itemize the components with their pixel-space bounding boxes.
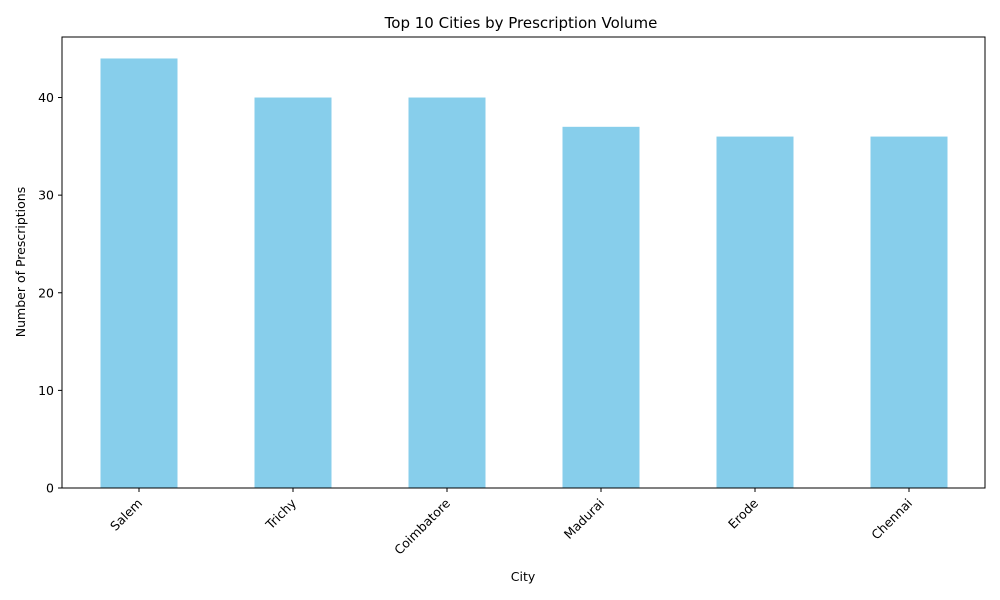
x-tick-label: Madurai [561, 496, 607, 542]
chart-title: Top 10 Cities by Prescription Volume [384, 14, 658, 32]
y-tick-label: 40 [38, 90, 54, 105]
bar-chennai [870, 136, 948, 489]
bar-erode [716, 136, 794, 489]
x-axis-ticks: Salem Trichy Coimbatore Madurai Erode Chennai [107, 488, 915, 558]
y-tick-label: 10 [38, 383, 54, 398]
x-tick-label: Trichy [262, 495, 300, 533]
bar-madurai [562, 126, 640, 489]
bars-layer [100, 58, 948, 489]
x-tick-label: Salem [107, 496, 145, 534]
plot-frame [61, 36, 986, 489]
bar-coimbatore [408, 97, 486, 489]
y-axis-ticks: 0 10 20 30 40 [38, 90, 62, 496]
y-tick-label: 30 [38, 188, 54, 203]
bar-trichy [254, 97, 332, 489]
y-tick-label: 0 [46, 481, 54, 496]
x-axis-title: City [511, 569, 536, 584]
x-tick-label: Erode [725, 495, 761, 531]
y-tick-label: 20 [38, 285, 54, 300]
y-axis-title: Number of Prescriptions [13, 187, 28, 337]
bar-salem [100, 58, 178, 488]
x-tick-label: Coimbatore [391, 495, 453, 557]
x-tick-label: Chennai [868, 496, 915, 543]
